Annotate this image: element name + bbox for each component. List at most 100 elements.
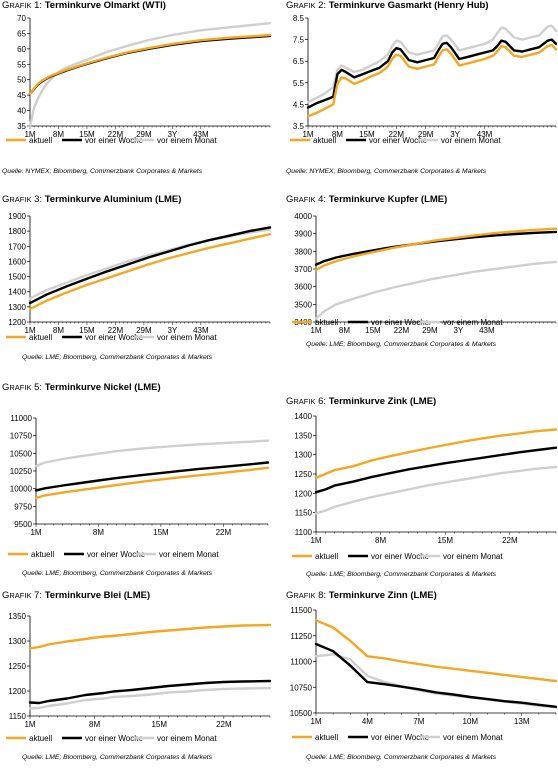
legend-label: aktuell: [29, 333, 52, 342]
x-tick-label: 1M: [310, 717, 321, 726]
x-tick-label: 43M: [479, 326, 495, 335]
chart-panel-2: GRAFIK 2: Terminkurve Gasmarkt (Henry Hu…: [286, 0, 558, 190]
title-prefix: GRAFIK 8:: [286, 590, 327, 601]
chart-svg-3: 1200 1300 1400 1500 1600 1700 1800 1900 1M 8M 15M 2…: [6, 212, 272, 342]
legend-label: aktuell: [29, 734, 52, 743]
chart-title: GRAFIK 1: Terminkurve Olmarkt (WTI): [2, 0, 166, 11]
y-tick-label: 11250: [290, 632, 312, 641]
x-tick-label: 8M: [339, 326, 350, 335]
y-tick-label: 7.5: [293, 36, 305, 45]
y-tick-label: 9750: [14, 502, 32, 511]
x-tick-label: 8M: [93, 528, 104, 537]
y-tick-label: 3900: [294, 230, 312, 239]
x-tick-label: 1M: [24, 720, 35, 729]
chart-title: GRAFIK 7: Terminkurve Blei (LME): [2, 590, 151, 601]
chart-svg-1: 35 40 45 50 55 60 65 70 1M 8M 15M 22M 29M 3Y 43M aktuel…: [6, 14, 272, 145]
series-line: [314, 260, 558, 320]
y-tick-label: 1350: [294, 431, 312, 440]
x-tick-label: 29M: [422, 326, 438, 335]
chart-title: GRAFIK 6: Terminkurve Zink (LME): [286, 396, 437, 407]
y-tick-label: 10500: [290, 709, 313, 718]
chart-svg-5: 9500 9750 10000 10250 10500 10750 11000 1M 8M 15M…: [8, 414, 270, 559]
y-tick-label: 3800: [294, 247, 312, 256]
x-tick-label: 29M: [418, 130, 434, 139]
y-tick-label: 1300: [8, 303, 26, 312]
series-line: [306, 38, 558, 109]
chart-title: GRAFIK 8: Terminkurve Zinn (LME): [286, 590, 437, 601]
legend-label: vor einem Monat: [443, 318, 503, 327]
x-tick-label: 10M: [463, 717, 479, 726]
chart-title: GRAFIK 5: Terminkurve Nickel (LME): [2, 382, 161, 393]
x-tick-label: 3Y: [450, 130, 460, 139]
chart-panel-7: GRAFIK 7: Terminkurve Blei (LME) 1150 120…: [2, 590, 272, 780]
legend-label: aktuell: [29, 136, 52, 145]
y-tick-label: 1250: [294, 470, 312, 479]
x-tick-label: 22M: [108, 130, 124, 139]
x-tick-label: 22M: [502, 536, 518, 545]
x-tick-label: 15M: [437, 536, 453, 545]
x-tick-label: 8M: [332, 130, 343, 139]
x-tick-label: 7M: [413, 717, 424, 726]
series-line: [314, 465, 558, 515]
x-tick-label: 15M: [151, 720, 167, 729]
chart-svg-8: 10500 10750 11000 11250 11500 1M 4M 7M 10M 13M akt…: [290, 606, 558, 742]
x-tick-label: 15M: [79, 130, 95, 139]
y-tick-label: 11000: [290, 658, 312, 667]
chart-panel-4: GRAFIK 4: Terminkurve Kupfer (LME) 34003…: [286, 194, 558, 384]
x-tick-label: 1M: [30, 528, 41, 537]
y-tick-label: 1300: [8, 637, 26, 646]
chart-source: Quelle: NYMEX; Bloomberg, Commerzbank Co…: [2, 168, 203, 175]
x-tick-label: 1M: [310, 326, 321, 335]
legend-label: aktuell: [315, 318, 338, 327]
series-line: [28, 623, 272, 650]
y-tick-label: 35: [17, 122, 26, 131]
y-tick-label: 65: [17, 29, 26, 38]
y-tick-label: 10750: [10, 432, 33, 441]
chart-source: Quelle: LME; Bloomberg, Commerzbank Corp…: [306, 571, 497, 578]
y-tick-label: 1700: [8, 242, 26, 251]
x-tick-label: 43M: [193, 130, 209, 139]
title-prefix: GRAFIK 5:: [2, 382, 43, 393]
x-tick-label: 22M: [216, 720, 232, 729]
series-line: [306, 24, 558, 104]
y-tick-label: 10500: [10, 449, 33, 458]
x-tick-label: 22M: [388, 130, 404, 139]
x-tick-label: 15M: [359, 130, 375, 139]
title-prefix: GRAFIK 6:: [286, 396, 327, 407]
legend-label: vor einem Monat: [157, 333, 217, 342]
series-line: [34, 439, 270, 468]
legend-label: vor einem Monat: [159, 550, 219, 559]
y-tick-label: 1100: [295, 528, 313, 537]
y-tick-label: 3700: [294, 265, 312, 274]
legend-label: vor einem Monat: [157, 734, 217, 743]
y-tick-label: 1250: [8, 662, 26, 671]
title-prefix: GRAFIK 4:: [286, 194, 327, 205]
y-tick-label: 11000: [10, 414, 32, 423]
title-prefix: GRAFIK 7:: [2, 590, 43, 601]
y-tick-label: 40: [17, 107, 26, 116]
legend-label: vor einer Woche: [369, 136, 428, 145]
x-tick-label: 1M: [24, 130, 35, 139]
x-tick-label: 15M: [153, 528, 169, 537]
legend-label: vor einem Monat: [441, 136, 501, 145]
x-tick-label: 13M: [514, 717, 530, 726]
y-tick-label: 3600: [294, 283, 312, 292]
chart-svg-2: 3.5 4.5 5.5 6.5 7.5 8.5 1M 8M 15M 22M 29M 3Y 43M aktu…: [290, 14, 558, 145]
y-tick-label: 45: [17, 91, 26, 100]
y-tick-label: 4.5: [293, 100, 305, 109]
y-tick-label: 3.5: [293, 122, 305, 131]
legend-label: vor einer Woche: [371, 733, 430, 742]
series-line: [28, 233, 272, 311]
chart-panel-6: GRAFIK 6: Terminkurve Zink (LME) 1100 115…: [286, 396, 558, 586]
x-tick-label: 15M: [79, 326, 95, 335]
y-tick-label: 10750: [290, 683, 313, 692]
chart-title: GRAFIK 3: Terminkurve Aluminium (LME): [2, 194, 182, 205]
series-line: [28, 34, 272, 95]
legend-label: vor einer Woche: [87, 550, 146, 559]
legend-label: aktuell: [31, 550, 54, 559]
y-tick-label: 1200: [8, 687, 26, 696]
x-tick-label: 43M: [193, 326, 209, 335]
series-line: [314, 227, 558, 272]
series-line: [314, 619, 558, 683]
y-tick-label: 1900: [8, 212, 26, 221]
